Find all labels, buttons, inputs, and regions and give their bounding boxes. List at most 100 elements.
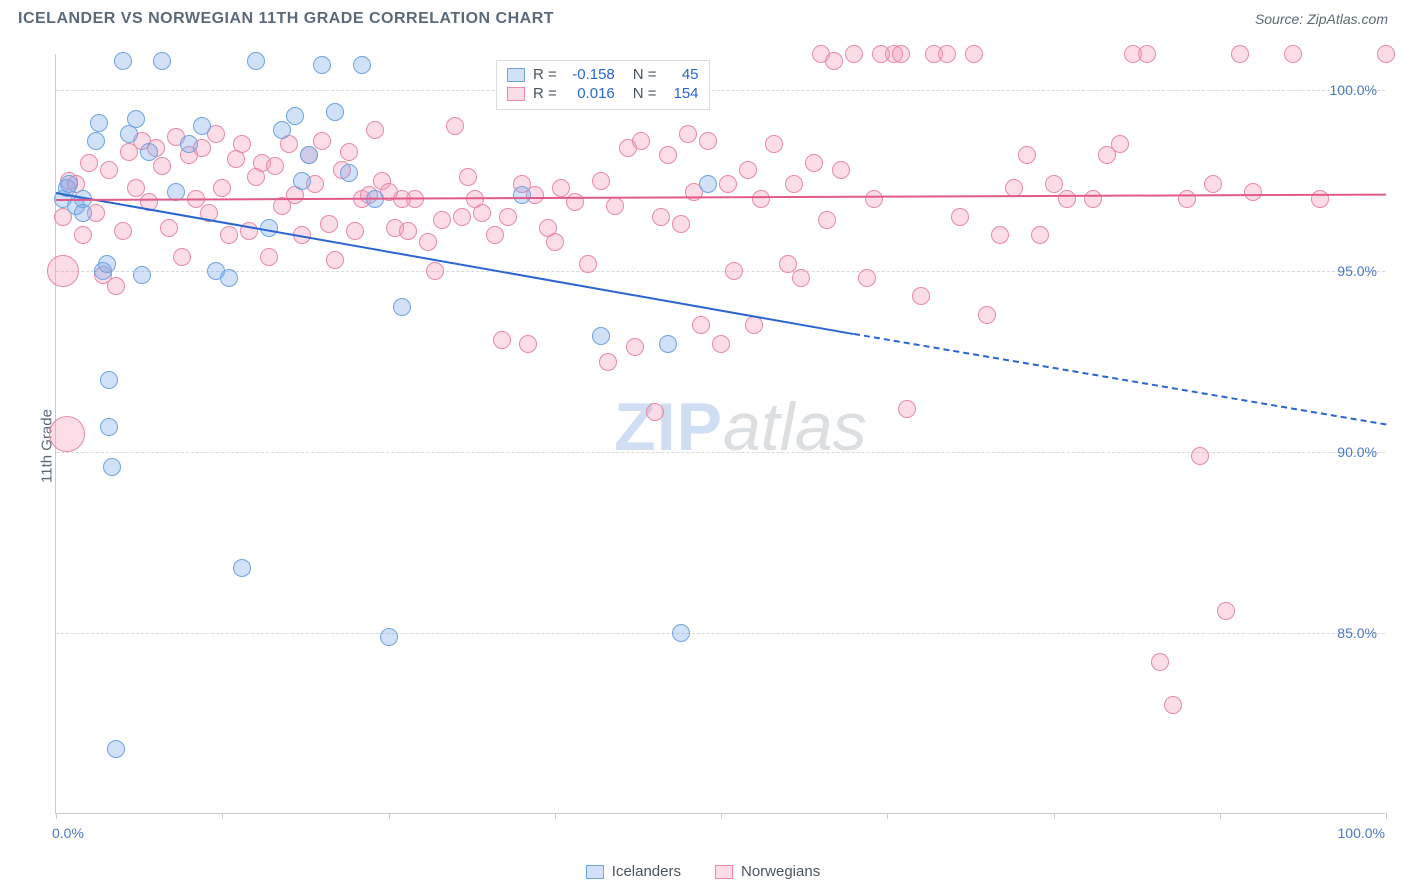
- data-point-norwegians: [399, 222, 417, 240]
- data-point-norwegians: [260, 248, 278, 266]
- data-point-norwegians: [1284, 45, 1302, 63]
- data-point-icelanders: [513, 186, 531, 204]
- data-point-norwegians: [1244, 183, 1262, 201]
- stats-r-value: -0.158: [565, 66, 615, 83]
- data-point-norwegians: [107, 277, 125, 295]
- chart-title: ICELANDER VS NORWEGIAN 11TH GRADE CORREL…: [18, 10, 554, 28]
- data-point-norwegians: [1151, 653, 1169, 671]
- chart-area: 11th Grade ZIPatlas 85.0%90.0%95.0%100.0…: [0, 40, 1406, 852]
- data-point-norwegians: [991, 226, 1009, 244]
- data-point-norwegians: [346, 222, 364, 240]
- data-point-norwegians: [1311, 190, 1329, 208]
- data-point-icelanders: [107, 740, 125, 758]
- data-point-norwegians: [818, 211, 836, 229]
- data-point-norwegians: [951, 208, 969, 226]
- gridline: [56, 452, 1385, 453]
- data-point-norwegians: [313, 132, 331, 150]
- data-point-norwegians: [626, 338, 644, 356]
- data-point-icelanders: [592, 327, 610, 345]
- x-tick-label-min: 0.0%: [52, 825, 84, 841]
- data-point-icelanders: [87, 132, 105, 150]
- chart-header: ICELANDER VS NORWEGIAN 11TH GRADE CORREL…: [0, 0, 1406, 36]
- gridline: [56, 633, 1385, 634]
- data-point-norwegians: [1377, 45, 1395, 63]
- data-point-norwegians: [493, 331, 511, 349]
- data-point-norwegians: [1191, 447, 1209, 465]
- data-point-norwegians: [433, 211, 451, 229]
- gridline: [56, 90, 1385, 91]
- data-point-norwegians: [326, 251, 344, 269]
- data-point-norwegians: [825, 52, 843, 70]
- data-point-icelanders: [100, 418, 118, 436]
- data-point-norwegians: [499, 208, 517, 226]
- data-point-norwegians: [912, 287, 930, 305]
- trend-line: [854, 333, 1386, 425]
- watermark-part2: atlas: [723, 389, 867, 465]
- data-point-icelanders: [300, 146, 318, 164]
- x-tick-mark: [56, 813, 57, 819]
- y-tick-label: 90.0%: [1337, 444, 1377, 460]
- stats-row-norwegians: R =0.016N =154: [507, 84, 699, 103]
- data-point-norwegians: [679, 125, 697, 143]
- data-point-norwegians: [599, 353, 617, 371]
- data-point-icelanders: [193, 117, 211, 135]
- data-point-norwegians: [845, 45, 863, 63]
- data-point-norwegians: [546, 233, 564, 251]
- data-point-icelanders: [672, 624, 690, 642]
- y-tick-label: 95.0%: [1337, 263, 1377, 279]
- data-point-norwegians: [74, 226, 92, 244]
- data-point-norwegians: [938, 45, 956, 63]
- data-point-norwegians: [1018, 146, 1036, 164]
- data-point-icelanders: [103, 458, 121, 476]
- data-point-icelanders: [659, 335, 677, 353]
- chart-source: Source: ZipAtlas.com: [1255, 11, 1388, 27]
- stats-swatch: [507, 87, 525, 101]
- data-point-norwegians: [892, 45, 910, 63]
- data-point-norwegians: [233, 135, 251, 153]
- data-point-icelanders: [393, 298, 411, 316]
- data-point-norwegians: [49, 416, 85, 452]
- data-point-norwegians: [473, 204, 491, 222]
- data-point-norwegians: [765, 135, 783, 153]
- x-tick-mark: [555, 813, 556, 819]
- x-tick-mark: [389, 813, 390, 819]
- data-point-norwegians: [1164, 696, 1182, 714]
- data-point-norwegians: [632, 132, 650, 150]
- data-point-norwegians: [779, 255, 797, 273]
- data-point-norwegians: [725, 262, 743, 280]
- data-point-norwegians: [446, 117, 464, 135]
- stats-swatch: [507, 68, 525, 82]
- data-point-norwegians: [1138, 45, 1156, 63]
- legend-swatch-icelanders: [586, 865, 604, 879]
- data-point-norwegians: [712, 335, 730, 353]
- data-point-icelanders: [273, 121, 291, 139]
- data-point-norwegians: [419, 233, 437, 251]
- data-point-icelanders: [326, 103, 344, 121]
- data-point-norwegians: [965, 45, 983, 63]
- data-point-norwegians: [519, 335, 537, 353]
- data-point-norwegians: [739, 161, 757, 179]
- data-point-norwegians: [898, 400, 916, 418]
- data-point-icelanders: [313, 56, 331, 74]
- data-point-norwegians: [805, 154, 823, 172]
- data-point-icelanders: [380, 628, 398, 646]
- data-point-icelanders: [74, 204, 92, 222]
- x-tick-mark: [1054, 813, 1055, 819]
- y-tick-label: 85.0%: [1337, 625, 1377, 641]
- legend-item-icelanders: Icelanders: [586, 863, 681, 880]
- data-point-icelanders: [153, 52, 171, 70]
- data-point-icelanders: [98, 255, 116, 273]
- data-point-norwegians: [486, 226, 504, 244]
- stats-n-value: 45: [665, 66, 699, 83]
- x-tick-mark: [887, 813, 888, 819]
- data-point-norwegians: [978, 306, 996, 324]
- data-point-icelanders: [353, 56, 371, 74]
- data-point-norwegians: [1111, 135, 1129, 153]
- y-tick-label: 100.0%: [1330, 82, 1377, 98]
- x-tick-mark: [721, 813, 722, 819]
- data-point-norwegians: [1178, 190, 1196, 208]
- bottom-legend: Icelanders Norwegians: [0, 863, 1406, 880]
- data-point-icelanders: [286, 107, 304, 125]
- data-point-norwegians: [1045, 175, 1063, 193]
- data-point-icelanders: [699, 175, 717, 193]
